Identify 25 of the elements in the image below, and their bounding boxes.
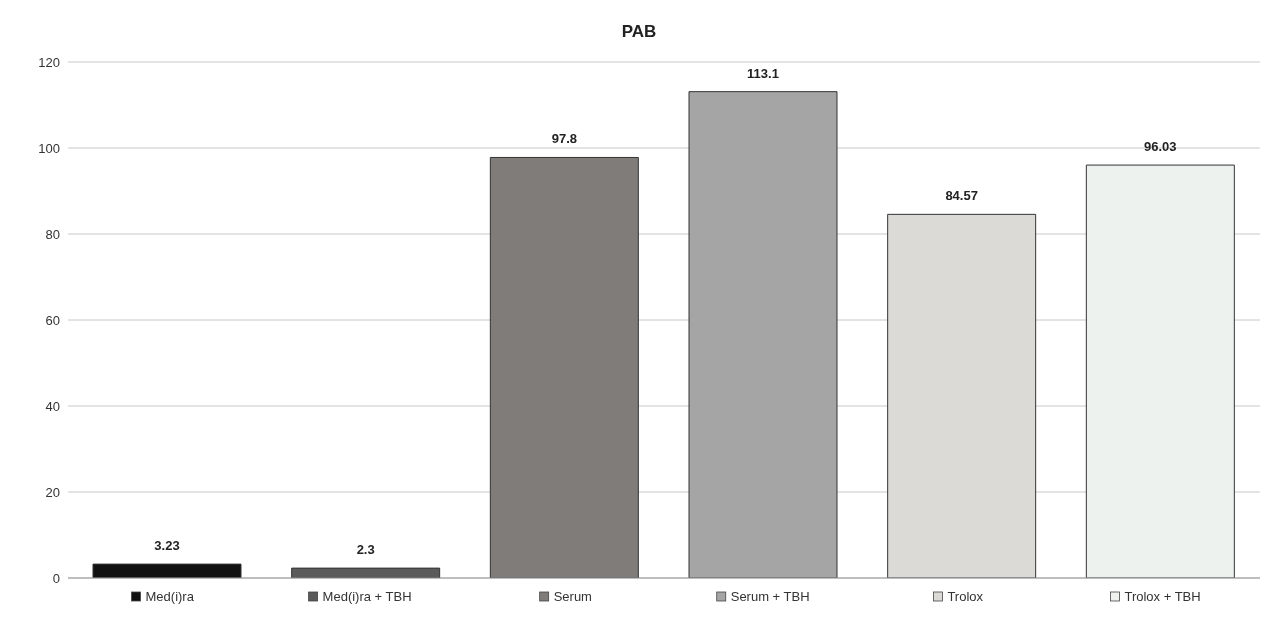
bar xyxy=(489,156,639,578)
data-label: 2.3 xyxy=(356,542,375,558)
bar xyxy=(1085,164,1235,578)
y-tick-label: 80 xyxy=(45,226,60,242)
bar xyxy=(92,563,242,578)
data-label: 96.03 xyxy=(1144,139,1177,155)
y-tick-label: 100 xyxy=(38,140,60,156)
data-label: 113.1 xyxy=(747,65,779,81)
data-label: 97.8 xyxy=(551,131,577,147)
bar xyxy=(291,567,441,578)
x-tick-label: Med(i)ra xyxy=(145,589,195,604)
x-tick-label: Serum xyxy=(553,589,592,604)
x-tick-label: Med(i)ra + TBH xyxy=(322,589,412,604)
y-tick-label: 20 xyxy=(45,484,60,500)
bar xyxy=(887,213,1037,578)
data-label: 3.23 xyxy=(154,538,180,554)
x-tick-label: Serum + TBH xyxy=(730,589,810,604)
y-tick-label: 120 xyxy=(38,54,60,70)
y-tick-label: 40 xyxy=(45,398,60,414)
y-tick-label: 60 xyxy=(45,312,60,328)
x-tick-label: Trolox xyxy=(947,589,984,604)
x-tick-label: Trolox + TBH xyxy=(1124,589,1201,604)
data-label: 84.57 xyxy=(945,188,978,204)
chart-title: PAB xyxy=(620,21,658,43)
y-tick-label: 0 xyxy=(52,570,60,586)
